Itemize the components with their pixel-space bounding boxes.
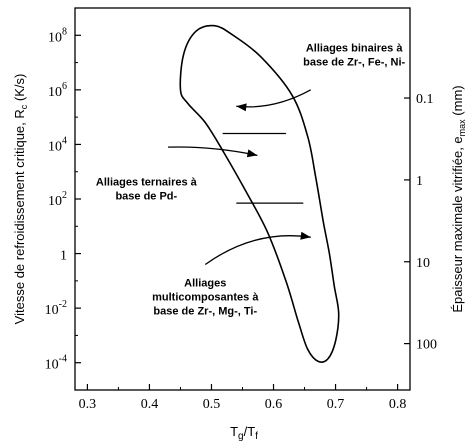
y-left-axis-ticks: 108 106 104 102 1 10-2 10-4: [45, 26, 81, 391]
annotation-arrowhead: [246, 149, 258, 158]
y-left-tick-label: 104: [48, 135, 67, 154]
x-tick-label: 0.5: [203, 397, 221, 412]
x-tick-label: 0.6: [265, 397, 283, 412]
annotation-arrow: [168, 146, 258, 156]
y-left-tick-label: 10-4: [45, 354, 67, 373]
x-axis-label: Tg/Tf: [230, 424, 258, 442]
y-right-tick-label: 1: [416, 174, 423, 189]
glass-forming-region: [179, 24, 340, 363]
annotation-arrowhead: [300, 231, 311, 240]
y-right-tick-label: 0.1: [416, 92, 434, 107]
y-left-tick-label: 1: [60, 249, 67, 264]
y-left-tick-label: 10-2: [45, 299, 67, 318]
y-left-axis-label: Vitesse de refroidissement critique, Rc …: [12, 74, 29, 325]
x-tick-label: 0.4: [141, 397, 159, 412]
x-tick-label: 0.8: [389, 397, 407, 412]
annotations: Alliages binaires à base de Zr-, Fe-, Ni-…: [96, 43, 406, 318]
y-right-axis-ticks: 0.1 1 10 100: [404, 92, 437, 353]
region-outline: [179, 24, 340, 363]
annotation-label: Alliages multicomposantes à base de Zr-, M…: [152, 277, 259, 317]
x-tick-label: 0.3: [79, 397, 97, 412]
y-right-axis-label: Épaisseur maximale vitrifiée, emax (mm): [450, 85, 467, 312]
annotation-label: Alliages binaires à base de Zr-, Fe-, Ni-: [303, 43, 405, 69]
y-left-tick-label: 108: [48, 26, 67, 45]
annotation-arrow: [236, 89, 312, 108]
x-tick-label: 0.7: [327, 397, 345, 412]
annotation-arrowhead: [236, 103, 247, 112]
y-left-tick-label: 106: [48, 81, 67, 100]
y-right-tick-label: 100: [416, 338, 437, 353]
x-axis-ticks: 0.3 0.4 0.5 0.6 0.7 0.8: [79, 384, 407, 412]
annotation-label: Alliages ternaires à base de Pd-: [96, 176, 198, 202]
y-right-tick-label: 10: [416, 256, 430, 271]
y-left-tick-label: 102: [48, 190, 67, 209]
annotation-arrow: [204, 235, 311, 266]
